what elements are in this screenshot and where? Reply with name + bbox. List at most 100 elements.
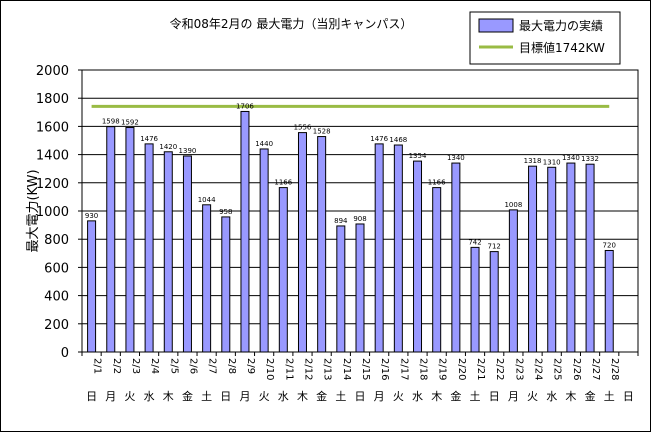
x-tick-label: 2/25 xyxy=(552,358,563,380)
x-tick-label: 2/9 xyxy=(245,358,256,374)
bar xyxy=(317,136,327,353)
data-label: 1332 xyxy=(581,155,599,163)
data-label: 1556 xyxy=(294,124,312,132)
weekday-label: 日 xyxy=(489,390,500,403)
x-tick-label: 2/26 xyxy=(571,358,582,380)
x-tick-label: 2/10 xyxy=(264,358,275,380)
weekday-label: 金 xyxy=(585,389,596,403)
x-tick-label: 2/1 xyxy=(92,358,103,374)
data-label: 1598 xyxy=(102,118,120,126)
weekday-label: 土 xyxy=(470,390,481,403)
data-label: 908 xyxy=(353,215,366,223)
data-label: 894 xyxy=(334,217,348,225)
weekday-label: 日 xyxy=(355,390,366,403)
bars xyxy=(87,110,614,353)
x-tick-label: 2/8 xyxy=(226,358,237,374)
x-tick-label: 2/27 xyxy=(590,358,601,380)
data-label: 1310 xyxy=(543,158,561,166)
bar xyxy=(547,166,557,353)
x-tick-label: 2/15 xyxy=(360,358,371,380)
bar xyxy=(125,127,135,353)
bar xyxy=(508,209,518,353)
y-tick-label: 200 xyxy=(44,318,69,333)
weekday-label: 水 xyxy=(412,390,423,403)
x-tick-label: 2/19 xyxy=(437,358,448,380)
data-label: 1528 xyxy=(313,128,331,136)
data-label: 1440 xyxy=(255,140,273,148)
bar xyxy=(393,144,403,353)
bar xyxy=(566,162,576,353)
data-label: 1044 xyxy=(198,196,216,204)
x-tick-label: 2/20 xyxy=(456,358,467,380)
y-tick-label: 1800 xyxy=(36,92,69,107)
x-tick-label: 2/22 xyxy=(494,358,505,380)
data-label: 1318 xyxy=(524,157,542,165)
bar xyxy=(106,126,116,353)
data-label: 930 xyxy=(85,212,98,220)
x-tick-label: 2/24 xyxy=(533,358,544,380)
weekday-label: 火 xyxy=(259,390,270,403)
weekday-label: 土 xyxy=(201,390,212,403)
weekday-label: 木 xyxy=(565,390,576,403)
data-label: 1340 xyxy=(562,154,580,162)
bar xyxy=(240,110,250,353)
x-axis: 2/1 日 2/2 月 2/3 火 2/4 水 2/5 木 2/6 金 2/7 土 2/8 日 2/9 月 2/10… xyxy=(81,352,639,403)
x-tick-label: 2/21 xyxy=(475,358,486,380)
data-label: 1592 xyxy=(121,119,139,127)
x-tick-label: 2/3 xyxy=(130,358,141,374)
weekday-label: 木 xyxy=(297,390,308,403)
weekday-label: 木 xyxy=(163,390,174,403)
weekday-label: 水 xyxy=(144,390,155,403)
legend: 最大電力の実績 目標値1742KW xyxy=(469,11,621,65)
x-tick-label: 2/12 xyxy=(302,358,313,380)
weekday-label: 日 xyxy=(220,390,231,403)
bar xyxy=(336,225,346,353)
x-tick-label: 2/11 xyxy=(283,358,294,380)
y-axis-label: 最大電力(KW) xyxy=(26,169,41,252)
bar xyxy=(528,165,538,353)
bar xyxy=(221,216,231,353)
bar xyxy=(182,155,192,353)
bar xyxy=(451,162,461,353)
data-label: 1706 xyxy=(236,102,254,110)
bar xyxy=(374,143,384,353)
data-label: 1166 xyxy=(274,179,292,187)
bar xyxy=(604,249,614,353)
bar xyxy=(297,132,307,353)
weekday-label: 火 xyxy=(124,390,135,403)
data-label: 1354 xyxy=(409,152,427,160)
data-label: 720 xyxy=(603,241,616,249)
data-label: 1390 xyxy=(179,147,197,155)
bar xyxy=(144,143,154,353)
weekday-label: 日 xyxy=(623,390,634,403)
bar xyxy=(489,251,499,353)
y-tick-label: 1000 xyxy=(36,205,69,220)
weekday-label: 日 xyxy=(86,390,97,403)
x-tick-label: 2/6 xyxy=(187,358,198,374)
data-label: 1008 xyxy=(504,201,522,209)
x-tick-label: 2/2 xyxy=(111,358,122,374)
weekday-label: 月 xyxy=(239,390,250,403)
data-label: 958 xyxy=(219,208,232,216)
data-label: 712 xyxy=(488,243,501,251)
bar xyxy=(585,163,595,353)
weekday-label: 月 xyxy=(508,390,519,403)
x-tick-label: 2/23 xyxy=(513,358,524,380)
weekday-label: 月 xyxy=(105,390,116,403)
bar xyxy=(202,204,212,353)
plot-area-border xyxy=(81,69,639,353)
data-label: 1476 xyxy=(140,135,158,143)
bar xyxy=(413,160,423,353)
bar xyxy=(259,148,269,353)
y-tick-label: 1400 xyxy=(36,149,69,164)
data-label: 1166 xyxy=(428,179,446,187)
x-tick-label: 2/18 xyxy=(418,358,429,380)
data-label: 1340 xyxy=(447,154,465,162)
legend-label-target: 目標値1742KW xyxy=(519,40,605,55)
data-label: 1468 xyxy=(389,136,407,144)
y-tick-label: 600 xyxy=(44,261,69,276)
bar xyxy=(87,220,97,353)
